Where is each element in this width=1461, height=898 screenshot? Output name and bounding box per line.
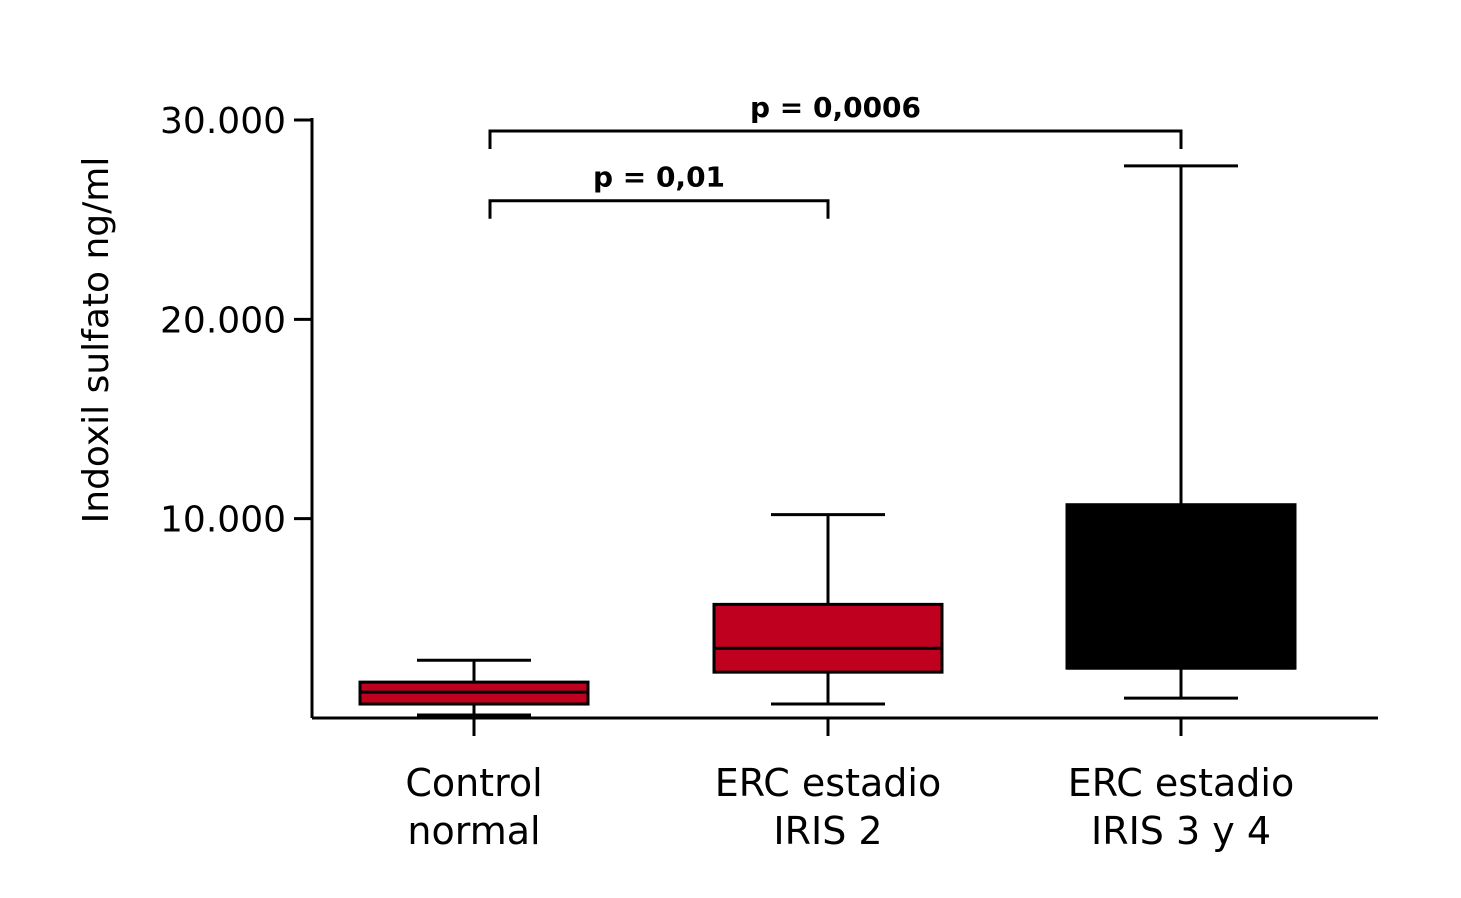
iqr-box (1065, 503, 1297, 670)
p-value-label: p = 0,0006 (750, 91, 921, 124)
boxes (358, 164, 1297, 717)
y-ticks: 10.000 20.000 30.000 (160, 101, 312, 541)
bracket-line (488, 129, 1183, 149)
x-category-label-line1: ERC estadio (715, 761, 941, 805)
y-tick-label: 10.000 (160, 500, 286, 541)
y-tick-label: 20.000 (160, 300, 286, 341)
box-group (712, 513, 944, 706)
x-category-label-line2: IRIS 2 (773, 809, 882, 853)
box-group (1065, 164, 1297, 700)
significance-bracket: p = 0,0006 (488, 91, 1183, 149)
y-axis-title: Indoxil sulfato ng/ml (76, 157, 117, 524)
p-value-label: p = 0,01 (593, 161, 725, 194)
x-category-label-line2: IRIS 3 y 4 (1091, 809, 1271, 853)
axes (310, 118, 1378, 720)
x-category-label-line1: Control (405, 761, 542, 805)
significance-bracket: p = 0,01 (488, 161, 830, 219)
significance-brackets: p = 0,01 p = 0,0006 (488, 91, 1183, 219)
x-category-label-line2: normal (407, 809, 540, 853)
bracket-line (488, 199, 830, 219)
iqr-box (712, 602, 944, 674)
y-tick-label: 30.000 (160, 101, 286, 142)
x-category-label-line1: ERC estadio (1068, 761, 1294, 805)
box-group (358, 658, 590, 717)
